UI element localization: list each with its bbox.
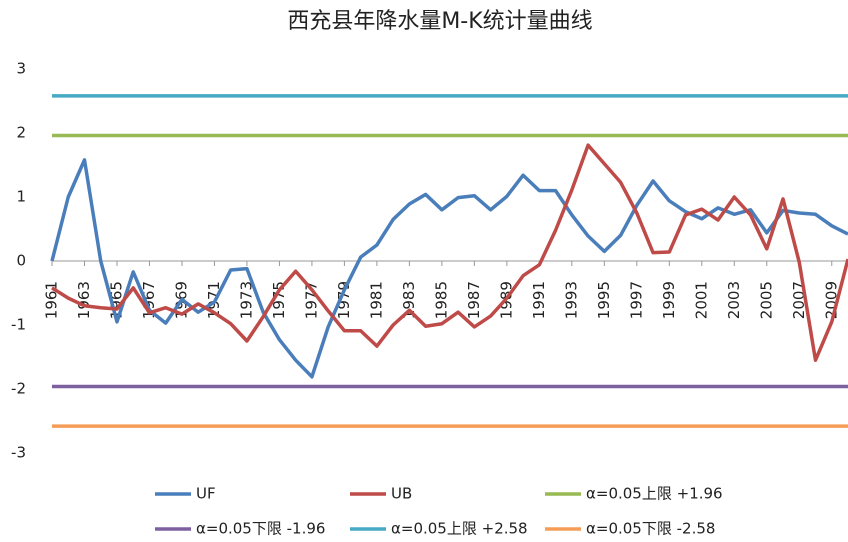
x-tick-label: 1961 <box>43 281 61 319</box>
x-tick-label: 1995 <box>595 281 613 319</box>
x-tick-label: 2005 <box>757 281 775 319</box>
y-tick-label: 3 <box>16 60 26 78</box>
x-tick-label: 1981 <box>367 281 385 319</box>
x-tick-label: 1985 <box>432 281 450 319</box>
y-tick-label: 1 <box>16 188 26 206</box>
y-tick-label: -1 <box>11 316 26 334</box>
x-tick-label: 1977 <box>302 281 320 319</box>
x-tick-label: 1991 <box>530 281 548 319</box>
chart-title: 西充县年降水量M-K统计量曲线 <box>287 9 592 34</box>
x-tick-label: 1983 <box>400 281 418 319</box>
legend-label: α=0.05下限 -2.58 <box>586 520 715 538</box>
x-tick-label: 1999 <box>660 281 678 319</box>
x-tick-label: 1997 <box>627 281 645 319</box>
legend-label: α=0.05下限 -1.96 <box>196 520 325 538</box>
series-line <box>50 158 848 379</box>
y-tick-label: 0 <box>16 252 26 270</box>
y-tick-label: 2 <box>16 124 26 142</box>
x-tick-label: 1993 <box>562 281 580 319</box>
series-line <box>51 143 848 362</box>
x-tick-label: 1963 <box>75 281 93 319</box>
legend-label: UF <box>196 485 216 503</box>
x-tick-label: 1975 <box>270 281 288 319</box>
legend-label: α=0.05上限 +1.96 <box>586 485 723 503</box>
x-tick-label: 1987 <box>465 281 483 319</box>
x-tick-label: 2001 <box>692 281 710 319</box>
y-tick-label: -2 <box>11 380 26 398</box>
x-tick-label: 1973 <box>237 281 255 319</box>
y-tick-label: -3 <box>11 444 26 462</box>
x-tick-label: 2003 <box>725 281 743 319</box>
legend-label: UB <box>391 485 412 503</box>
x-tick-label: 1967 <box>140 281 158 319</box>
legend-label: α=0.05上限 +2.58 <box>391 520 528 538</box>
x-tick-label: 1979 <box>335 281 353 319</box>
